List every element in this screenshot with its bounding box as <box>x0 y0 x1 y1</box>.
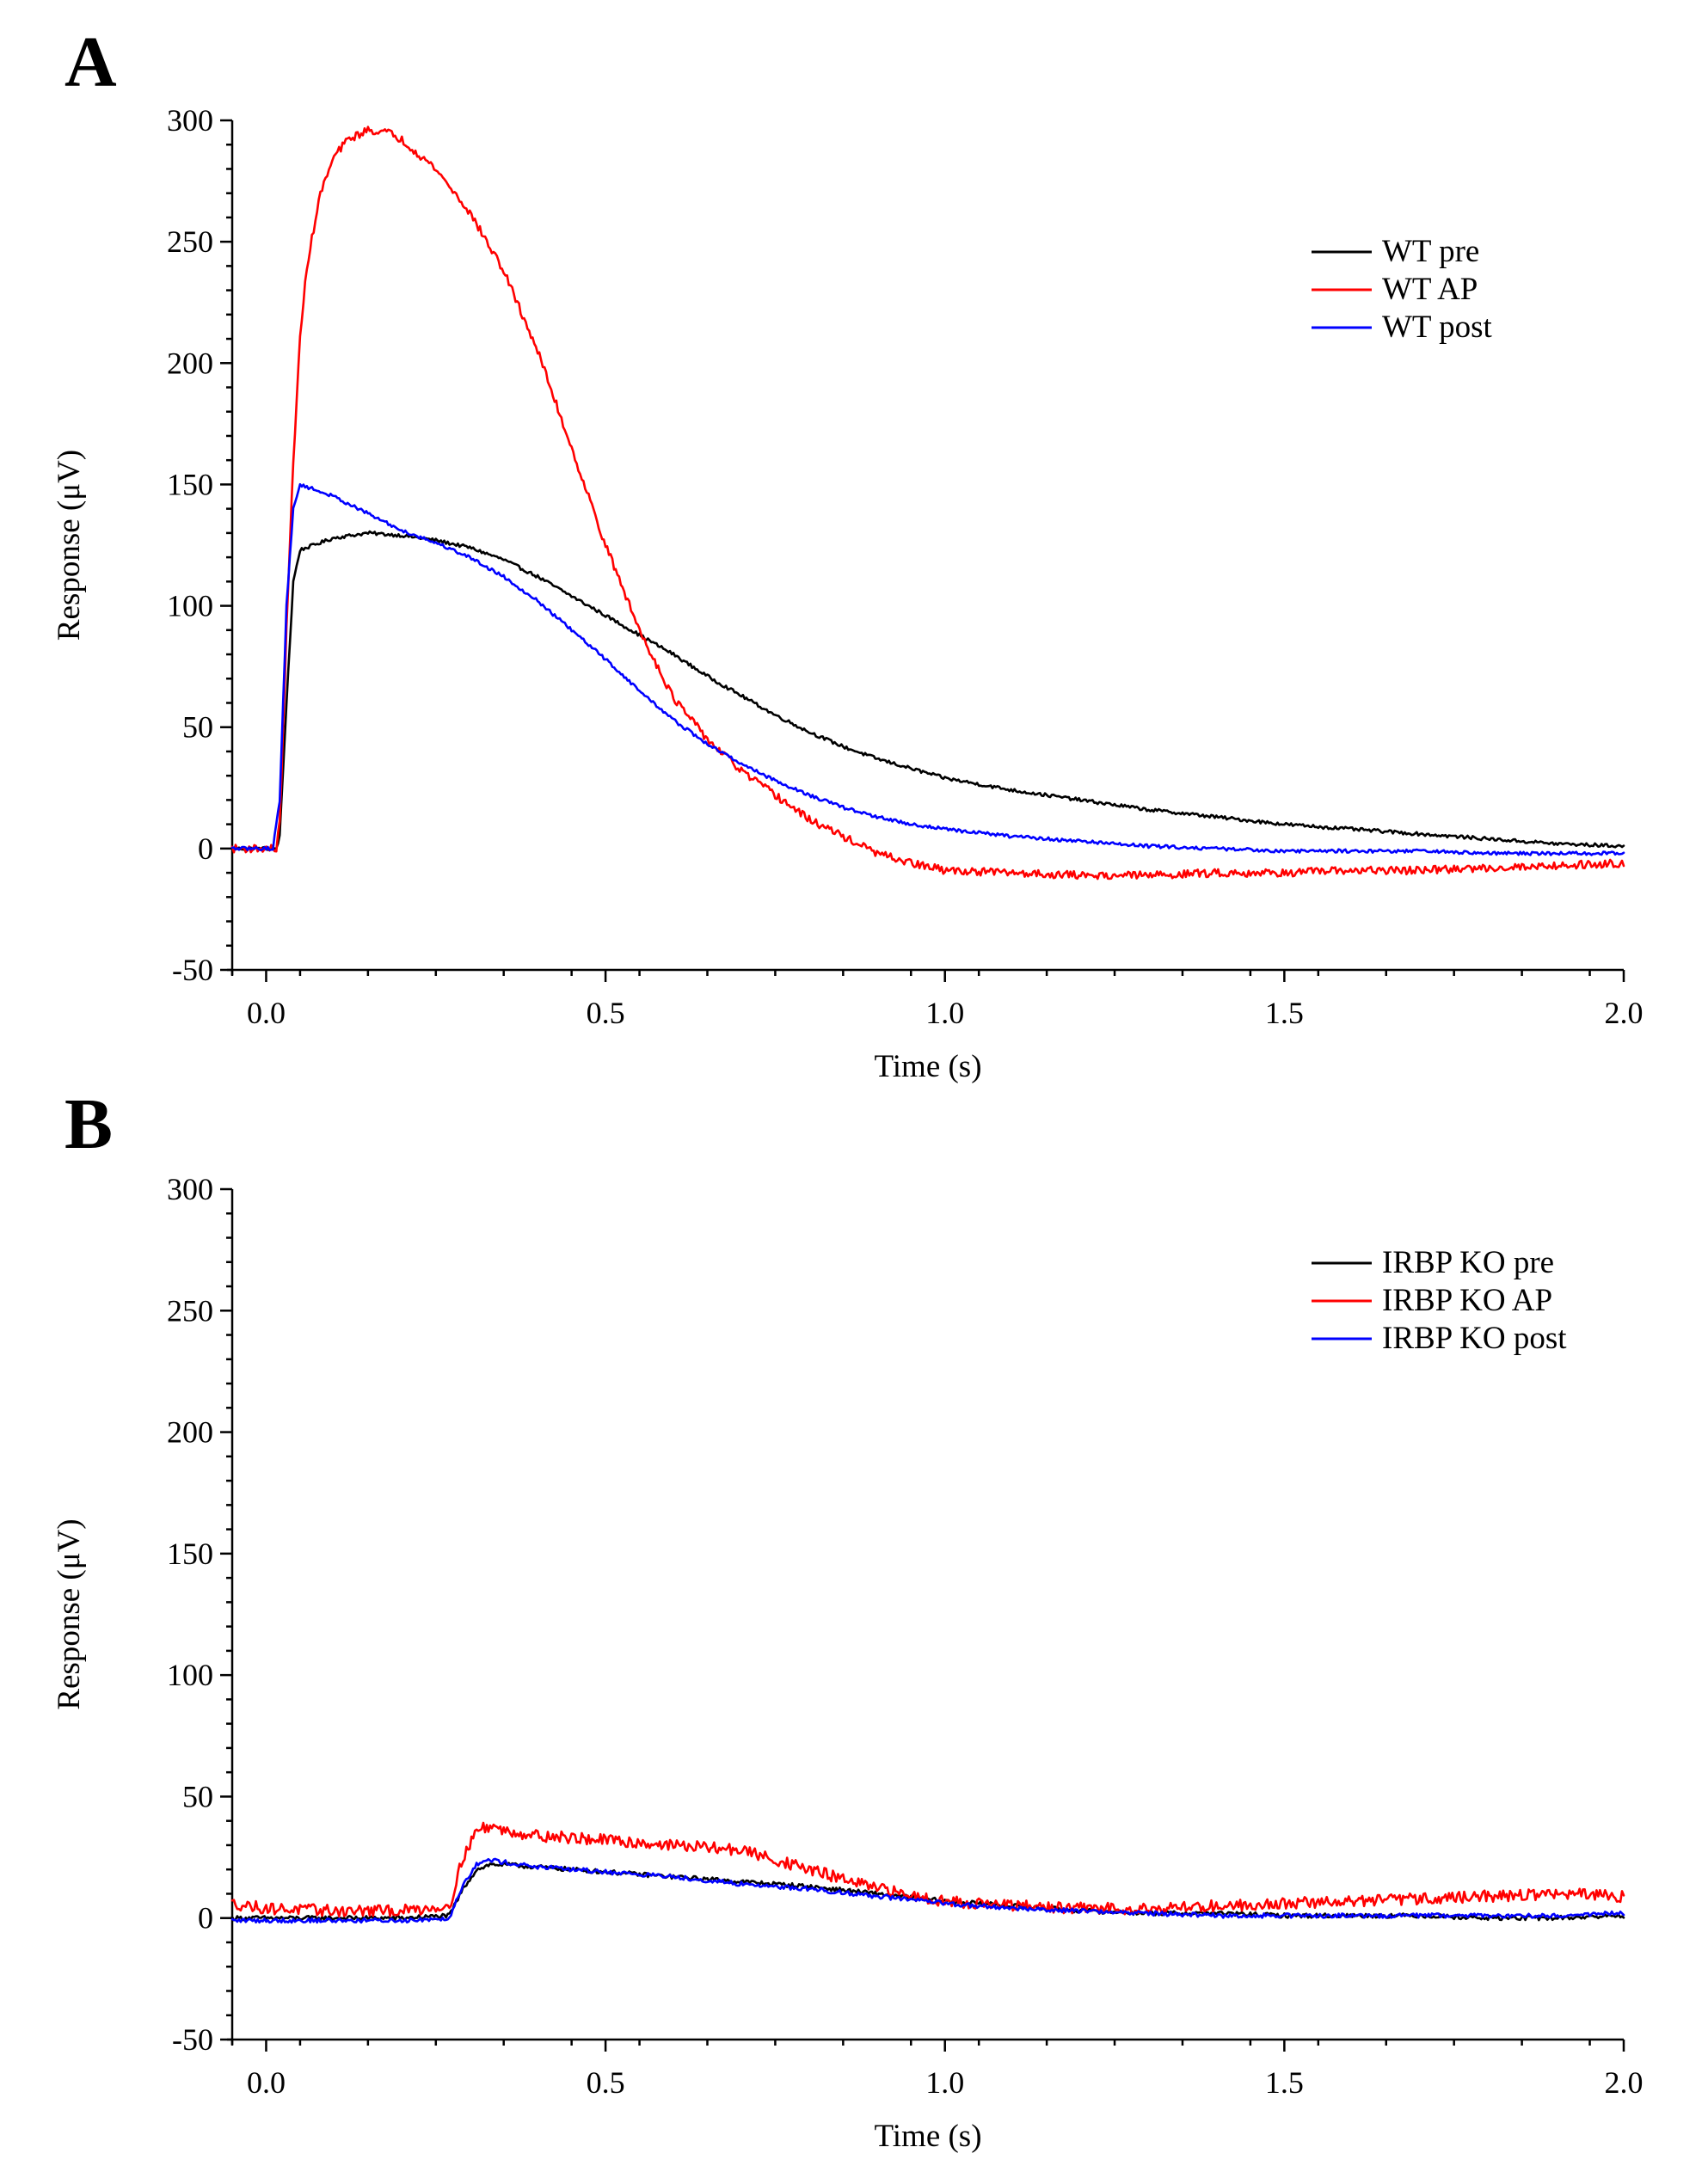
y-tick-label: 100 <box>167 1658 213 1692</box>
y-tick-label: 250 <box>167 1293 213 1328</box>
x-tick-label: 0.0 <box>247 2065 286 2100</box>
y-tick-label: 100 <box>167 589 213 623</box>
y-tick-label: -50 <box>172 953 213 987</box>
y-tick-label: 0 <box>198 831 213 866</box>
legend-label: IRBP KO post <box>1382 1321 1567 1356</box>
x-tick-label: 1.0 <box>925 996 964 1030</box>
y-tick-label: 250 <box>167 224 213 259</box>
legend-label: WT AP <box>1382 272 1478 307</box>
x-tick-label: 2.0 <box>1605 996 1643 1030</box>
y-tick-label: 50 <box>182 710 213 745</box>
panel-letter: A <box>65 22 117 102</box>
y-tick-label: 0 <box>198 1901 213 1936</box>
y-axis-title: Response (μV) <box>52 1518 87 1709</box>
panel-a: A -50 0 50 100 150 200 250 300 0.0 0.5 1.0 1.5 2.0 Tim… <box>52 22 1643 1084</box>
x-tick-label: 1.5 <box>1265 2065 1304 2100</box>
x-tick-label: 0.5 <box>587 2065 625 2100</box>
y-tick-label: 200 <box>167 1415 213 1450</box>
legend-label: WT post <box>1382 310 1493 345</box>
panel-b: B -50 0 50 100 150 200 250 300 0.0 0.5 1.0 1.5 2.0 Tim… <box>52 1084 1643 2154</box>
x-axis-title: Time (s) <box>874 2119 981 2154</box>
y-tick-label: 50 <box>182 1779 213 1813</box>
legend-label: IRBP KO AP <box>1382 1283 1552 1318</box>
series-line-irbp-ko-ap <box>230 1821 1625 1917</box>
series-line-wt-post <box>230 482 1625 856</box>
legend-label: WT pre <box>1382 234 1479 269</box>
y-tick-label: 300 <box>167 103 213 138</box>
series-line-wt-ap <box>230 126 1625 880</box>
x-tick-label: 2.0 <box>1605 2065 1643 2100</box>
y-tick-label: -50 <box>172 2022 213 2057</box>
x-tick-label: 1.0 <box>925 2065 964 2100</box>
y-axis-title: Response (μV) <box>52 450 87 641</box>
legend-label: IRBP KO pre <box>1382 1245 1554 1280</box>
x-axis-title: Time (s) <box>874 1049 981 1084</box>
x-tick-label: 0.0 <box>247 996 286 1030</box>
panel-letter: B <box>65 1084 113 1164</box>
x-tick-label: 0.5 <box>587 996 625 1030</box>
y-tick-label: 200 <box>167 346 213 380</box>
y-tick-label: 150 <box>167 467 213 501</box>
series-line-irbp-ko-post <box>230 1857 1625 1924</box>
x-tick-label: 1.5 <box>1265 996 1304 1030</box>
y-tick-label: 150 <box>167 1537 213 1571</box>
y-tick-label: 300 <box>167 1172 213 1206</box>
series-line-wt-pre <box>230 530 1625 851</box>
